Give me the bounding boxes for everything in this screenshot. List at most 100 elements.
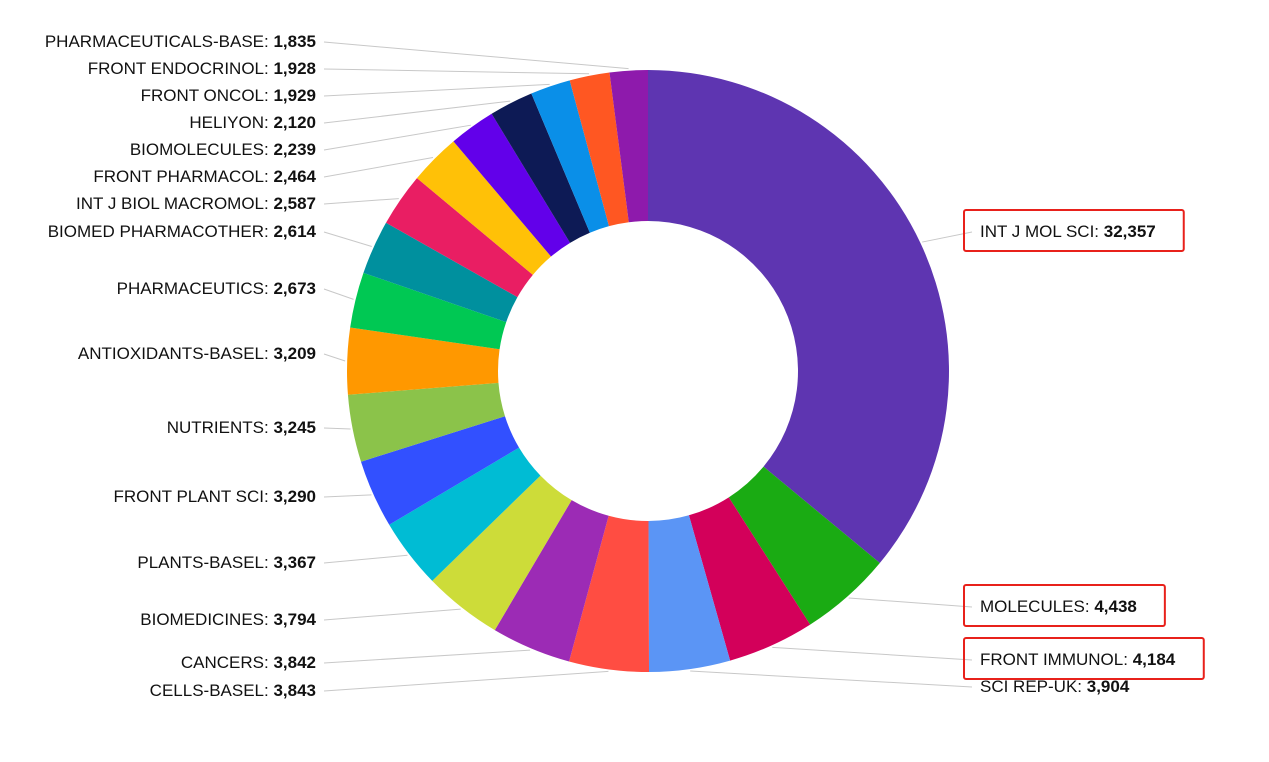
leader-line-biomolecules [323, 124, 471, 151]
slice-label-cancers: CANCERS: 3,842 [181, 653, 316, 672]
slice-cells-basel[interactable] [569, 515, 650, 672]
leader-line-pharmaceuticals-base [323, 41, 629, 70]
slice-label-int-j-mol-sci: INT J MOL SCI: 32,357 [980, 222, 1156, 241]
slice-label-value: 3,245 [273, 418, 316, 437]
slice-label-name: INT J MOL SCI: [980, 222, 1104, 241]
slice-label-nutrients: NUTRIENTS: 3,245 [167, 418, 316, 437]
highlight-box-front-immunol [963, 637, 1205, 680]
slice-label-name: FRONT PLANT SCI: [113, 487, 273, 506]
slice-label-value: 4,184 [1133, 650, 1176, 669]
donut-slices [347, 70, 949, 672]
highlight-box-int-j-mol-sci [963, 209, 1185, 252]
slice-label-name: INT J BIOL MACROMOL: [76, 194, 273, 213]
slice-label-sci-rep-uk: SCI REP-UK: 3,904 [980, 677, 1130, 696]
slice-biomolecules[interactable] [453, 113, 571, 257]
leader-line-cancers [323, 649, 531, 664]
leader-line-plants-basel [323, 554, 408, 564]
slice-heliyon[interactable] [491, 93, 590, 243]
slice-front-oncol[interactable] [531, 80, 609, 233]
leader-line-molecules [848, 597, 973, 608]
leader-lines [323, 41, 973, 692]
leader-line-front-plant-sci [323, 494, 372, 498]
slice-label-cells-basel: CELLS-BASEL: 3,843 [150, 681, 316, 700]
slice-label-value: 3,842 [273, 653, 316, 672]
slice-label-biomedicines: BIOMEDICINES: 3,794 [140, 610, 316, 629]
slice-pharmaceuticals-base[interactable] [609, 70, 648, 223]
slice-label-biomolecules: BIOMOLECULES: 2,239 [130, 140, 316, 159]
slice-label-value: 2,673 [273, 279, 316, 298]
slice-label-name: BIOMEDICINES: [140, 610, 273, 629]
slice-sci-rep-uk[interactable] [648, 515, 731, 672]
slice-label-int-j-biol-macromol: INT J BIOL MACROMOL: 2,587 [76, 194, 316, 213]
leader-line-biomedicines [323, 608, 461, 621]
slice-label-value: 4,438 [1094, 597, 1137, 616]
leader-line-pharmaceutics [323, 288, 354, 300]
slice-label-name: FRONT ONCOL: [141, 86, 274, 105]
slice-label-value: 2,120 [273, 113, 316, 132]
slice-label-front-plant-sci: FRONT PLANT SCI: 3,290 [113, 487, 316, 506]
slice-front-plant-sci[interactable] [360, 416, 520, 525]
slice-label-value: 3,904 [1087, 677, 1130, 696]
slice-label-pharmaceutics: PHARMACEUTICS: 2,673 [117, 279, 316, 298]
slice-antioxidants-basel[interactable] [347, 327, 500, 395]
slice-label-value: 3,843 [273, 681, 316, 700]
slice-label-name: NUTRIENTS: [167, 418, 274, 437]
slice-label-name: FRONT PHARMACOL: [93, 167, 273, 186]
leader-line-int-j-biol-macromol [323, 198, 399, 205]
leader-line-cells-basel [323, 670, 609, 692]
slice-molecules[interactable] [728, 466, 880, 625]
slice-label-antioxidants-basel: ANTIOXIDANTS-BASEL: 3,209 [78, 344, 316, 363]
slice-label-value: 3,367 [273, 553, 316, 572]
slice-label-value: 1,929 [273, 86, 316, 105]
slice-biomedicines[interactable] [432, 475, 572, 631]
slice-pharmaceutics[interactable] [350, 272, 507, 350]
slice-label-front-oncol: FRONT ONCOL: 1,929 [141, 86, 316, 105]
slice-label-heliyon: HELIYON: 2,120 [189, 113, 316, 132]
slice-label-front-immunol: FRONT IMMUNOL: 4,184 [980, 650, 1176, 669]
slice-label-name: SCI REP-UK: [980, 677, 1087, 696]
slice-label-value: 1,928 [273, 59, 316, 78]
leader-line-nutrients [323, 427, 351, 430]
slice-front-pharmacol[interactable] [416, 141, 552, 275]
slice-plants-basel[interactable] [389, 447, 541, 581]
slice-biomed-pharmacother[interactable] [363, 222, 518, 323]
slice-label-value: 3,794 [273, 610, 316, 629]
slice-cancers[interactable] [494, 500, 609, 662]
slice-label-name: BIOMED PHARMACOTHER: [48, 222, 274, 241]
leader-line-sci-rep-uk [690, 670, 973, 688]
slice-label-plants-basel: PLANTS-BASEL: 3,367 [137, 553, 316, 572]
slice-label-name: BIOMOLECULES: [130, 140, 274, 159]
leader-line-front-pharmacol [323, 157, 434, 178]
slice-label-value: 2,239 [273, 140, 316, 159]
slice-label-name: PHARMACEUTICALS-BASE: [45, 32, 274, 51]
slice-label-front-endocrinol: FRONT ENDOCRINOL: 1,928 [88, 59, 316, 78]
slice-label-name: FRONT ENDOCRINOL: [88, 59, 274, 78]
slice-label-name: FRONT IMMUNOL: [980, 650, 1133, 669]
slice-label-name: PLANTS-BASEL: [137, 553, 273, 572]
slice-label-name: PHARMACEUTICS: [117, 279, 274, 298]
slice-label-front-pharmacol: FRONT PHARMACOL: 2,464 [93, 167, 316, 186]
leader-line-biomed-pharmacother [323, 231, 372, 247]
slice-label-molecules: MOLECULES: 4,438 [980, 597, 1137, 616]
slice-label-name: MOLECULES: [980, 597, 1094, 616]
slice-label-value: 32,357 [1104, 222, 1156, 241]
slice-front-immunol[interactable] [688, 497, 811, 661]
slice-label-value: 3,290 [273, 487, 316, 506]
slice-int-j-mol-sci[interactable] [648, 70, 949, 563]
slice-label-value: 2,464 [273, 167, 316, 186]
slice-label-value: 3,209 [273, 344, 316, 363]
slice-labels: INT J MOL SCI: 32,357 MOLECULES: 4,438 FRO… [45, 32, 1205, 700]
slice-label-pharmaceuticals-base: PHARMACEUTICALS-BASE: 1,835 [45, 32, 316, 51]
slice-label-value: 1,835 [273, 32, 316, 51]
slice-label-name: HELIYON: [189, 113, 273, 132]
leader-line-front-immunol [772, 646, 973, 661]
slice-label-value: 2,614 [273, 222, 316, 241]
slice-int-j-biol-macromol[interactable] [386, 178, 533, 298]
slice-label-name: CANCERS: [181, 653, 274, 672]
slice-front-endocrinol[interactable] [569, 72, 629, 227]
leader-line-front-endocrinol [323, 68, 590, 75]
slice-nutrients[interactable] [347, 382, 505, 462]
slice-label-biomed-pharmacother: BIOMED PHARMACOTHER: 2,614 [48, 222, 317, 241]
slice-label-name: CELLS-BASEL: [150, 681, 274, 700]
